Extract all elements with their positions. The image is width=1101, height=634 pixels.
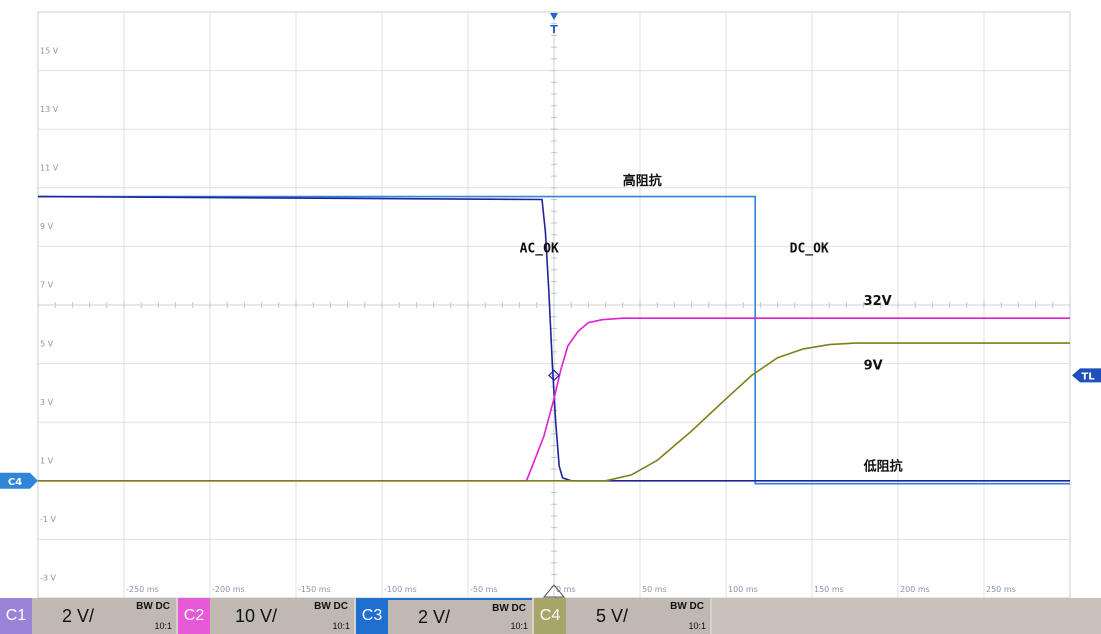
x-tick-label: 250 ms: [986, 585, 1016, 594]
trace-c3: [37, 195, 1070, 482]
channel-separator: [176, 598, 178, 634]
markers: T TL C4: [0, 13, 1101, 598]
probe-ratio: 10:1: [154, 621, 172, 631]
channel-coupling: BW DC 10:1: [302, 598, 354, 634]
channel-id: C1: [0, 598, 32, 634]
x-tick-label: -200 ms: [212, 585, 245, 594]
bandwidth-label: BW DC: [492, 603, 526, 614]
y-tick-label: -1 V: [40, 515, 57, 524]
channel-bar: C1 2 V/BW DC 10:1 C2 10 V/BW DC 10:1 C3 2 V/BW …: [0, 598, 1101, 634]
x-tick-label: -50 ms: [470, 585, 498, 594]
ground-ref-label: C4: [8, 477, 22, 488]
bandwidth-label: BW DC: [136, 601, 170, 612]
channel-c2[interactable]: C2 10 V/BW DC 10:1: [178, 598, 354, 634]
channel-id: C3: [356, 598, 388, 634]
annotation-label: 低阻抗: [863, 459, 903, 475]
x-tick-label: -250 ms: [126, 585, 159, 594]
y-tick-label: -3 V: [40, 574, 57, 583]
x-tick-labels: -250 ms -200 ms -150 ms -100 ms -50 ms 0 ms 50…: [126, 585, 1016, 594]
channel-coupling: BW DC 10:1: [124, 598, 176, 634]
trigger-label: T: [550, 23, 558, 36]
oscilloscope-plot: 15 V 13 V 11 V 9 V 7 V 5 V 3 V 1 V -1 V -3 V -250…: [0, 11, 1101, 598]
channel-c4[interactable]: C4 5 V/BW DC 10:1: [534, 598, 710, 634]
x-tick-label: 50 ms: [642, 585, 667, 594]
trace-c2: [38, 317, 1070, 482]
y-tick-labels: 15 V 13 V 11 V 9 V 7 V 5 V 3 V 1 V -1 V -3 V: [40, 46, 59, 582]
x-tick-label: -100 ms: [384, 585, 417, 594]
channel-scale: 2 V/: [388, 598, 480, 634]
trigger-level-marker: [1072, 368, 1101, 383]
annotation-label: 高阻抗: [623, 173, 662, 189]
annotation-label: 9V: [864, 358, 883, 373]
channel-coupling: BW DC 10:1: [480, 598, 532, 634]
delay-marker-icon: [542, 584, 566, 598]
channel-c3[interactable]: C3 2 V/BW DC 10:1: [356, 598, 532, 634]
channel-id: C4: [534, 598, 566, 634]
y-tick-label: 13 V: [40, 105, 59, 114]
bandwidth-label: BW DC: [670, 601, 704, 612]
annotations: 高阻抗 AC_OK DC_OK 32V 9V 低阻抗: [520, 173, 903, 475]
annotation-label: DC_OK: [790, 241, 829, 256]
traces: [37, 195, 1070, 485]
channel-separator: [710, 598, 712, 634]
trace-c1: [38, 195, 1070, 485]
y-tick-label: 1 V: [40, 457, 54, 466]
channel-separator: [532, 598, 534, 634]
probe-ratio: 10:1: [510, 621, 528, 631]
trace-c4: [38, 342, 1070, 482]
ground-ref-marker: [0, 472, 38, 489]
channel-scale: 2 V/: [32, 598, 124, 634]
probe-ratio: 10:1: [332, 621, 350, 631]
bandwidth-label: BW DC: [314, 601, 348, 612]
x-tick-label: 200 ms: [900, 585, 930, 594]
annotation-label: 32V: [864, 294, 892, 309]
annotation-label: AC_OK: [520, 241, 559, 256]
y-tick-label: 7 V: [40, 281, 54, 290]
x-tick-label: 150 ms: [814, 585, 844, 594]
channel-scale: 5 V/: [566, 598, 658, 634]
x-tick-label: 0 ms: [556, 585, 576, 594]
trigger-point-marker: [548, 369, 560, 382]
channel-separator: [354, 598, 356, 634]
x-tick-label: 100 ms: [728, 585, 758, 594]
channel-c1[interactable]: C1 2 V/BW DC 10:1: [0, 598, 176, 634]
y-tick-label: 15 V: [40, 46, 59, 55]
y-tick-label: 9 V: [40, 222, 54, 231]
probe-ratio: 10:1: [688, 621, 706, 631]
channel-id: C2: [178, 598, 210, 634]
grid: [37, 11, 1071, 598]
trigger-level-label: TL: [1081, 371, 1095, 382]
y-tick-label: 5 V: [40, 339, 54, 348]
x-tick-label: -150 ms: [298, 585, 331, 594]
trigger-arrow-icon: [550, 13, 558, 20]
channel-scale: 10 V/: [210, 598, 302, 634]
y-tick-label: 11 V: [40, 164, 59, 173]
y-tick-label: 3 V: [40, 398, 54, 407]
channel-coupling: BW DC 10:1: [658, 598, 710, 634]
